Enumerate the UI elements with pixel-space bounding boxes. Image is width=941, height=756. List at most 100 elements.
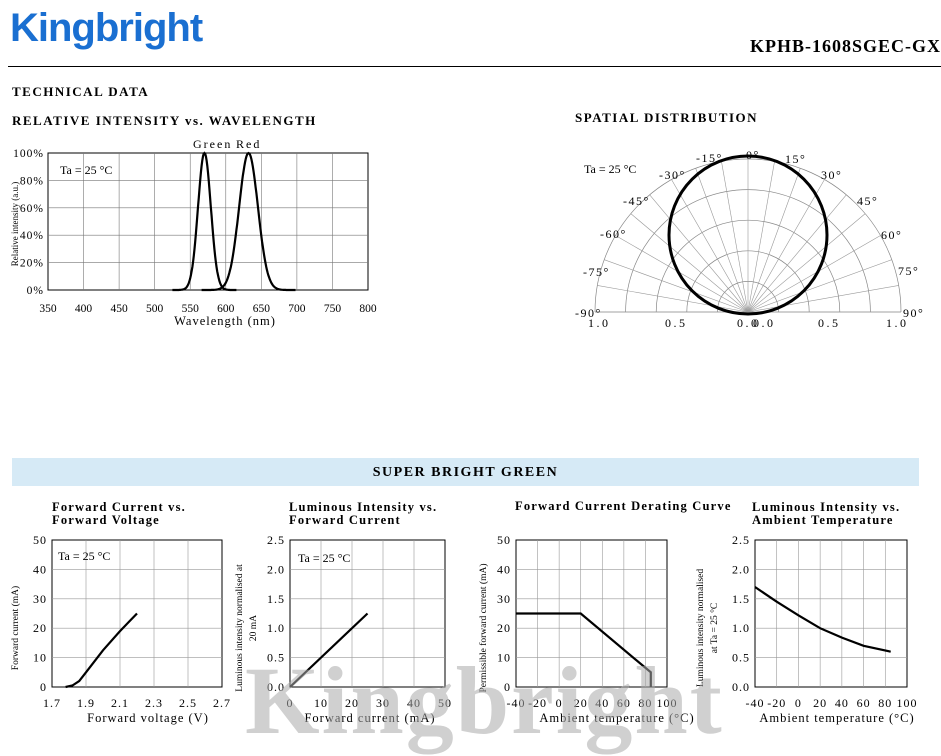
c4-x-tick: 20 — [813, 696, 827, 710]
polar-spoke — [721, 161, 749, 313]
c3-x-tick: -40 — [507, 696, 526, 710]
c2-condition: Ta = 25 °C — [298, 551, 350, 565]
part-number: KPHB-1608SGEC-GX — [749, 36, 941, 56]
c4-xlabel: Ambient temperature (°C) — [759, 711, 914, 725]
c3-x-tick: 0 — [556, 696, 563, 710]
c2-x-tick: 50 — [438, 696, 452, 710]
c1-x-tick: 2.3 — [145, 696, 163, 710]
polar-base-label: 1.0 — [588, 316, 611, 330]
c4-x-tick: 0 — [795, 696, 802, 710]
c2-frame — [289, 539, 446, 688]
polar-base-label: 0.5 — [818, 316, 841, 330]
polar-angle-label: 30° — [821, 168, 842, 182]
c2-y-tick: 1.0 — [267, 621, 285, 635]
polar-angle-label: -45° — [623, 194, 650, 208]
polar-angle-label: -60° — [600, 227, 627, 241]
c4-ylabel-1: Luminous intensity normalised — [696, 569, 706, 687]
c1-curve — [65, 612, 138, 689]
section-title: TECHNICAL DATA — [12, 84, 150, 99]
polar-spoke — [649, 194, 749, 313]
spectrum-x-tick: 500 — [146, 303, 164, 315]
polar-spoke — [671, 179, 749, 313]
polar-angle-label: 15° — [785, 152, 806, 166]
c1-x-tick: 2.7 — [213, 696, 231, 710]
c2-title: Luminous Intensity vs. Forward Current — [289, 500, 438, 527]
spectrum-curve-green — [172, 151, 237, 292]
c4-frame — [754, 539, 908, 688]
polar-angle-label: -15° — [696, 151, 723, 165]
c3-y-tick: 40 — [497, 562, 511, 576]
c1-x-tick: 1.9 — [77, 696, 95, 710]
c2-y-tick: 1.5 — [267, 592, 285, 606]
c3-y-tick: 20 — [497, 621, 511, 635]
spectrum-x-tick: 750 — [324, 303, 342, 315]
polar-spoke — [747, 259, 892, 313]
c4-x-tick: -40 — [746, 696, 765, 710]
c2-y-tick: 0.5 — [267, 651, 285, 665]
c4-y-tick: 0.5 — [732, 651, 750, 665]
spectrum-xlabel: Wavelength (nm) — [174, 314, 276, 328]
c1-y-tick: 40 — [33, 562, 47, 576]
polar-spoke — [695, 168, 749, 313]
c3-title: Forward Current Derating Curve — [515, 499, 732, 513]
polar-spoke — [747, 194, 847, 313]
polar-spoke — [604, 259, 749, 313]
polar-angle-label: 60° — [881, 228, 902, 242]
polar-angle-label: -75° — [583, 265, 610, 279]
c2-x-tick: 20 — [345, 696, 359, 710]
polar-angle-label: 90° — [903, 306, 924, 320]
c1-y-tick: 50 — [33, 533, 47, 547]
c3-y-tick: 0 — [504, 680, 511, 694]
brand-logo: Kingbright — [10, 6, 203, 50]
spectrum-chart: Ta = 25 °C Green Red 100%80%60%40%20%0% … — [10, 137, 377, 328]
radiation-pattern — [667, 154, 829, 316]
spatial-chart: Ta = 25 °C -15° -30° -45° -60° -75° -90° 0° 15°… — [575, 148, 924, 330]
polar-base-label: 0.0 — [753, 316, 776, 330]
band-title: SUPER BRIGHT GREEN — [372, 465, 559, 480]
c4-x-tick: 100 — [897, 696, 918, 710]
c3-y-tick: 10 — [497, 651, 511, 665]
spectrum-x-tick: 450 — [110, 303, 128, 315]
spectrum-y-tick: 40% — [20, 230, 44, 242]
polar-angle-label: -30° — [659, 168, 686, 182]
c3-x-tick: 20 — [574, 696, 588, 710]
spatial-title: SPATIAL DISTRIBUTION — [575, 110, 759, 125]
c1-y-tick: 30 — [33, 592, 47, 606]
c1-x-tick: 2.5 — [179, 696, 197, 710]
peak-label-green: Green — [193, 137, 232, 151]
c1-ylabel: Forward current (mA) — [10, 586, 21, 670]
c3-xlabel: Ambient temperature (°C) — [539, 711, 694, 725]
polar-spoke — [747, 168, 801, 313]
c2-x-tick: 0 — [287, 696, 294, 710]
c4-title: Luminous Intensity vs. Ambient Temperatur… — [752, 500, 901, 527]
c4-y-tick: 2.5 — [732, 533, 750, 547]
c2-ylabel-2: 20 mA — [249, 615, 259, 641]
polar-angle-label: -90° — [575, 306, 602, 320]
c3-curve — [516, 612, 652, 687]
c3-x-tick: 100 — [657, 696, 678, 710]
spectrum-x-tick: 400 — [75, 303, 93, 315]
polar-spoke — [615, 235, 749, 313]
c4-y-tick: 0.0 — [732, 680, 750, 694]
spatial-condition: Ta = 25 °C — [584, 162, 636, 176]
c4-y-tick: 1.5 — [732, 592, 750, 606]
c2-curve — [289, 612, 369, 688]
polar-spoke — [630, 213, 749, 313]
polar-angle-label: 75° — [898, 264, 919, 278]
spectrum-y-tick: 100% — [13, 148, 44, 160]
c4-x-tick: -20 — [767, 696, 786, 710]
c4-ylabel-2: at Ta = 25 °C — [709, 603, 720, 654]
bottom-charts: 1.7 1.9 2.1 2.3 2.5 2.7 50 40 30 20 100 0 10 20 30 40 50… — [10, 533, 918, 725]
c2-xlabel: Forward current (mA) — [304, 711, 435, 725]
c2-x-tick: 30 — [376, 696, 390, 710]
header-divider — [8, 66, 941, 67]
spectrum-title: RELATIVE INTENSITY vs. WAVELENGTH — [12, 113, 317, 128]
c3-ylabel: Permissible forward current (mA) — [478, 563, 489, 692]
spectrum-x-tick: 650 — [253, 303, 271, 315]
polar-spoke — [747, 285, 899, 313]
c1-x-tick: 2.1 — [111, 696, 129, 710]
spectrum-curve-red — [201, 151, 296, 292]
c1-x-tick: 1.7 — [43, 696, 61, 710]
polar-spoke — [747, 161, 775, 313]
section-band — [12, 458, 919, 486]
